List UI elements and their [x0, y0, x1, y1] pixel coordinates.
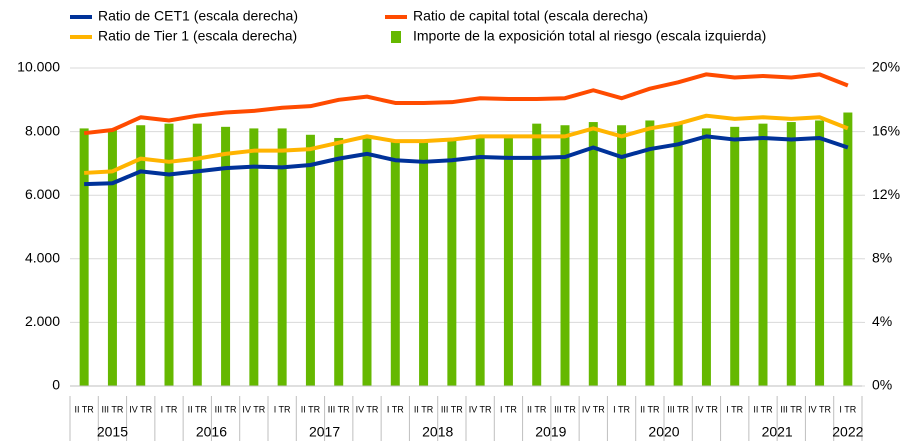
bar [136, 125, 146, 387]
x-tick-label: I TR [839, 404, 856, 414]
x-tick-label: I TR [387, 404, 404, 414]
x-tick-label: III TR [328, 404, 350, 414]
x-tick-label: I TR [613, 404, 630, 414]
x-tick-label: IV TR [356, 404, 379, 414]
bar [730, 126, 740, 386]
bar [645, 120, 655, 386]
y-tick-label: 10.000 [17, 59, 60, 75]
bar [475, 136, 485, 386]
bar [701, 128, 711, 387]
y2-tick-label: 4% [872, 313, 892, 329]
y-tick-label: 6.000 [25, 186, 60, 202]
x-tick-label: II TR [640, 404, 660, 414]
x-tick-label: II TR [188, 404, 208, 414]
x-tick-label: I TR [726, 404, 743, 414]
x-tick-label: I TR [161, 404, 178, 414]
bar [560, 125, 570, 387]
bar [503, 134, 513, 386]
x-tick-label: III TR [554, 404, 576, 414]
bar [221, 126, 231, 386]
legend-label: Ratio de capital total (escala derecha) [413, 8, 648, 24]
bar [815, 120, 825, 386]
x-tick-label: I TR [274, 404, 291, 414]
bar [249, 128, 259, 387]
year-label: 2020 [648, 424, 679, 440]
y2-tick-label: 16% [872, 122, 900, 138]
x-tick-label: II TR [74, 404, 94, 414]
x-tick-label: II TR [527, 404, 547, 414]
bar [362, 137, 372, 386]
legend-label: Ratio de CET1 (escala derecha) [98, 8, 298, 24]
year-label: 2021 [762, 424, 793, 440]
bar [673, 123, 683, 387]
x-tick-label: III TR [102, 404, 124, 414]
bar [334, 137, 344, 386]
bar [758, 123, 768, 387]
bar [843, 112, 853, 387]
bar [164, 123, 174, 387]
bar [277, 128, 287, 387]
bar [107, 130, 117, 386]
y2-tick-label: 8% [872, 250, 892, 266]
y2-tick-label: 20% [872, 59, 900, 75]
y2-tick-label: 12% [872, 186, 900, 202]
x-tick-label: IV TR [695, 404, 718, 414]
bar [532, 123, 542, 387]
bar [447, 139, 457, 386]
bar [305, 134, 315, 386]
year-label: 2018 [422, 424, 453, 440]
y-tick-label: 2.000 [25, 313, 60, 329]
x-tick-label: IV TR [582, 404, 605, 414]
x-tick-label: II TR [753, 404, 773, 414]
y-tick-label: 8.000 [25, 122, 60, 138]
legend-label: Importe de la exposición total al riesgo… [413, 28, 766, 44]
y-tick-label: 4.000 [25, 250, 60, 266]
bar [617, 125, 627, 387]
line [84, 113, 849, 175]
x-tick-label: III TR [780, 404, 802, 414]
bar [79, 128, 89, 387]
x-tick-label: II TR [301, 404, 321, 414]
bar [786, 122, 796, 386]
year-label: 2019 [535, 424, 566, 440]
x-tick-label: I TR [500, 404, 517, 414]
x-tick-label: IV TR [808, 404, 831, 414]
x-tick-label: IV TR [129, 404, 152, 414]
bar [192, 123, 202, 387]
line [84, 134, 849, 187]
x-tick-label: IV TR [242, 404, 265, 414]
legend-swatch [391, 31, 401, 43]
x-tick-label: III TR [667, 404, 689, 414]
year-label: 2017 [309, 424, 340, 440]
year-label: 2022 [832, 424, 863, 440]
bar [419, 139, 429, 386]
year-label: 2016 [196, 424, 227, 440]
legend-label: Ratio de Tier 1 (escala derecha) [98, 28, 297, 44]
y2-tick-label: 0% [872, 377, 892, 393]
x-tick-label: IV TR [469, 404, 492, 414]
y-tick-label: 0 [52, 377, 60, 393]
bar [588, 122, 598, 386]
x-tick-label: II TR [414, 404, 434, 414]
x-tick-label: III TR [441, 404, 463, 414]
year-label: 2015 [97, 424, 128, 440]
x-tick-label: III TR [215, 404, 237, 414]
line [83, 72, 849, 136]
bar [390, 141, 400, 386]
